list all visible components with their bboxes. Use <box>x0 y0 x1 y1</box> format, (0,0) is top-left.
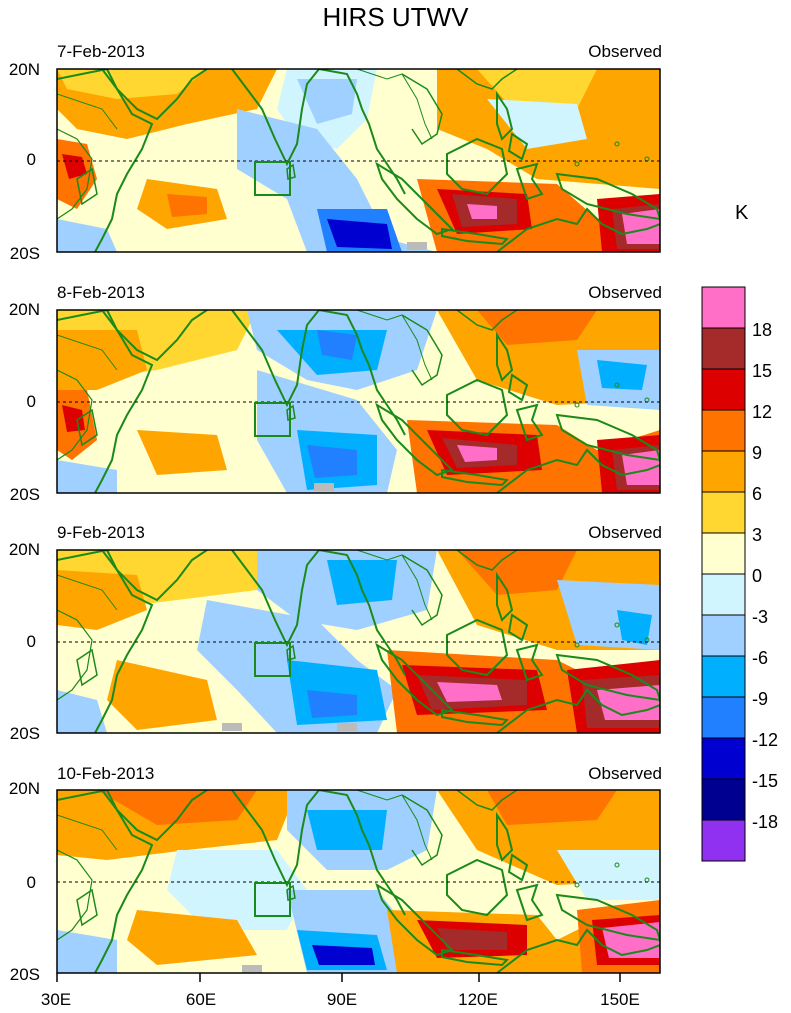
panel-date-1: 7-Feb-2013 <box>57 42 145 61</box>
colorbar-swatch <box>701 491 746 534</box>
colorbar-label: 6 <box>752 484 763 504</box>
lat-label-0-p1: 0 <box>26 150 36 169</box>
colorbar-swatch <box>701 737 746 780</box>
colorbar-swatch <box>701 450 746 493</box>
lat-label-20s-p3: 20S <box>9 724 40 743</box>
lon-label-60e: 60E <box>185 990 217 1009</box>
colorbar-label: -9 <box>752 689 769 709</box>
colorbar-label: -3 <box>752 607 769 627</box>
colorbar-swatch <box>701 286 746 329</box>
lat-label-0-p3: 0 <box>26 632 36 651</box>
colorbar-label: 18 <box>752 320 773 340</box>
lon-label-120e: 120E <box>458 990 498 1009</box>
lat-label-20s-p1: 20S <box>9 244 40 263</box>
lon-label-90e: 90E <box>326 990 358 1009</box>
map-panel-2 <box>56 309 661 494</box>
panel-label-1: Observed <box>588 42 662 61</box>
colorbar-swatch <box>701 819 746 862</box>
lat-label-20s-p2: 20S <box>9 485 40 504</box>
colorbar-label: -12 <box>752 730 779 750</box>
lat-label-20n-p4: 20N <box>8 779 40 798</box>
map-panel-1 <box>56 68 661 253</box>
map-panel-3 <box>56 549 661 734</box>
panel-label-4: Observed <box>588 764 662 783</box>
lat-label-20n-p2: 20N <box>8 300 40 319</box>
lon-label-30e: 30E <box>40 990 72 1009</box>
colorbar-swatch <box>701 696 746 739</box>
colorbar-swatch <box>701 327 746 370</box>
colorbar <box>701 286 746 862</box>
colorbar-label: 3 <box>752 525 763 545</box>
panel-date-3: 9-Feb-2013 <box>57 523 145 542</box>
colorbar-label: 0 <box>752 566 763 586</box>
colorbar-swatch <box>701 573 746 616</box>
lat-label-0-p2: 0 <box>26 392 36 411</box>
colorbar-swatch <box>701 409 746 452</box>
colorbar-swatch <box>701 368 746 411</box>
panel-date-4: 10-Feb-2013 <box>57 764 155 783</box>
lat-label-20n-p3: 20N <box>8 540 40 559</box>
colorbar-unit: K <box>735 202 749 224</box>
colorbar-label: -15 <box>752 771 779 791</box>
lat-label-20s-p4: 20S <box>9 965 40 984</box>
panel-label-2: Observed <box>588 283 662 302</box>
colorbar-swatch <box>701 614 746 657</box>
colorbar-label: -6 <box>752 648 769 668</box>
lon-label-150e: 150E <box>600 990 640 1009</box>
colorbar-swatch <box>701 532 746 575</box>
lat-label-0-p4: 0 <box>26 873 36 892</box>
panel-date-2: 8-Feb-2013 <box>57 283 145 302</box>
colorbar-swatch <box>701 778 746 821</box>
colorbar-label: -18 <box>752 812 779 832</box>
figure-title: HIRS UTWV <box>322 2 469 32</box>
colorbar-label: 12 <box>752 402 773 422</box>
panel-label-3: Observed <box>588 523 662 542</box>
map-panel-4 <box>56 789 661 974</box>
colorbar-swatch <box>701 655 746 698</box>
colorbar-label: 9 <box>752 443 763 463</box>
colorbar-label: 15 <box>752 361 773 381</box>
lat-label-20n-p1: 20N <box>8 60 40 79</box>
lon-ticks <box>56 973 621 982</box>
